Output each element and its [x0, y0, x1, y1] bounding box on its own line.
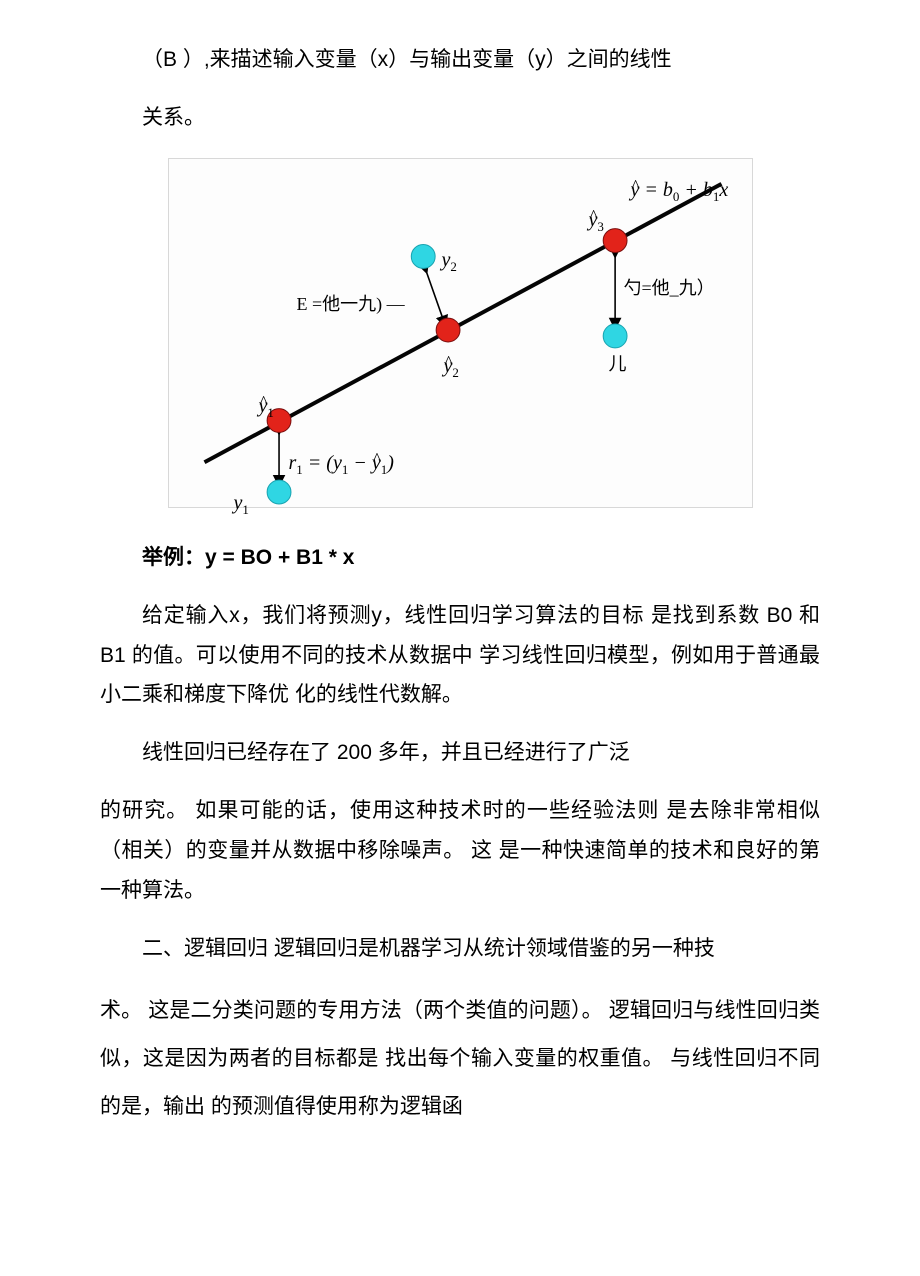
label-y2: y2 [442, 241, 457, 280]
label-r1: r1 = (y1 − y1) [289, 444, 394, 483]
linear-regression-figure: y1 y2 y1 y2 y3 y = b0 + b1x r1 = (y1 − y… [168, 158, 753, 508]
label-yhat3: y3 [589, 201, 604, 240]
paragraph-4: 给定输入x，我们将预测y，线性回归学习算法的目标 是找到系数 B0 和 B1 的… [100, 596, 820, 716]
paragraph-5: 线性回归已经存在了 200 多年，并且已经进行了广泛 [100, 733, 820, 773]
paragraph-7: 二、逻辑回归 逻辑回归是机器学习从统计领域借鉴的另一种技 [100, 929, 820, 969]
label-equation-line: y = b0 + b1x [631, 171, 729, 210]
label-yhat1: y1 [259, 387, 274, 426]
label-y1: y1 [234, 484, 249, 523]
paragraph-8: 术。 这是二分类问题的专用方法（两个类值的问题）。 逻辑回归与线性回归类似，这是… [100, 987, 820, 1132]
figure-svg [169, 159, 752, 507]
label-cn-r: 勺=他_九） [624, 271, 715, 305]
label-yhat2: y2 [444, 347, 459, 386]
label-cn-e: E =他一九) — [297, 287, 405, 321]
paragraph-6: 的研究。 如果可能的话，使用这种技术时的一些经验法则 是去除非常相似（相关）的变… [100, 791, 820, 911]
label-cn-er: 儿 [609, 347, 627, 381]
paragraph-intro-1: （B ）,来描述输入变量（x）与输出变量（y）之间的线性 [100, 40, 820, 80]
paragraph-intro-2: 关系。 [100, 98, 820, 138]
paragraph-example-eq: 举例：y = BO + B1 * x [100, 538, 820, 578]
